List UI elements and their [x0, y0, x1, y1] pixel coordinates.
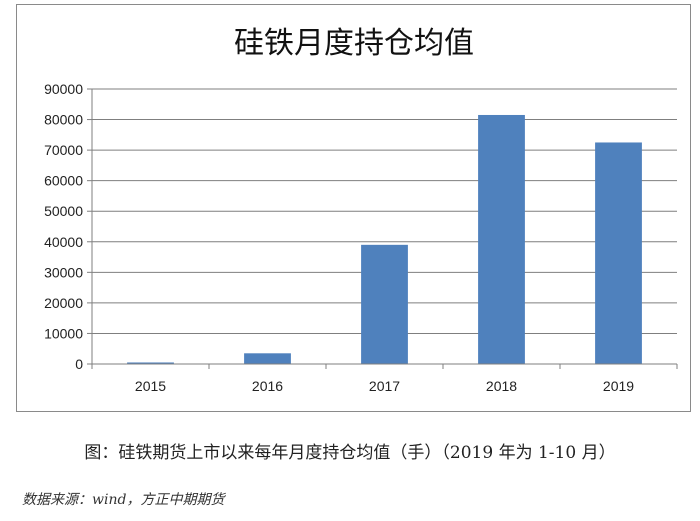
- y-axis-ticks: 0 10000 20000 30000 40000 50000 60000 70000 8000…: [44, 81, 92, 372]
- y-tick-label: 80000: [44, 112, 83, 128]
- x-tick-label: 2017: [369, 378, 400, 394]
- bar-2017: [361, 244, 408, 364]
- bars: [127, 114, 642, 364]
- x-tick-label: 2018: [486, 378, 517, 394]
- axes: [91, 89, 677, 365]
- y-tick-label: 10000: [44, 325, 83, 341]
- gridlines: [92, 88, 677, 334]
- y-tick-label: 60000: [44, 173, 83, 189]
- bar-2018: [478, 114, 525, 364]
- bar-2016: [244, 353, 291, 364]
- figure-caption: 图：硅铁期货上市以来每年月度持仓均值（手）（2019 年为 1-10 月）: [84, 443, 616, 463]
- x-axis-ticks: 2015 2016 2017 2018 2019: [91, 364, 678, 394]
- bar-chart: 硅铁月度持仓均值 0 10000 20000 30000 40000 50000 60000…: [44, 26, 678, 394]
- data-source-note: 数据来源：wind，方正中期期货: [22, 492, 225, 508]
- bar-2019: [595, 142, 642, 364]
- y-tick-label: 20000: [44, 295, 83, 311]
- y-tick-label: 90000: [44, 81, 83, 97]
- bar-2015: [127, 362, 174, 364]
- y-tick-label: 40000: [44, 234, 83, 250]
- y-tick-label: 70000: [44, 142, 83, 158]
- y-tick-label: 30000: [44, 264, 83, 280]
- x-tick-label: 2015: [135, 378, 166, 394]
- chart-frame: 硅铁月度持仓均值 0 10000 20000 30000 40000 50000 60000…: [16, 4, 691, 412]
- x-tick-label: 2019: [603, 378, 634, 394]
- x-tick-label: 2016: [252, 378, 283, 394]
- chart-title: 硅铁月度持仓均值: [234, 26, 474, 61]
- y-tick-label: 0: [75, 356, 83, 372]
- y-tick-label: 50000: [44, 203, 83, 219]
